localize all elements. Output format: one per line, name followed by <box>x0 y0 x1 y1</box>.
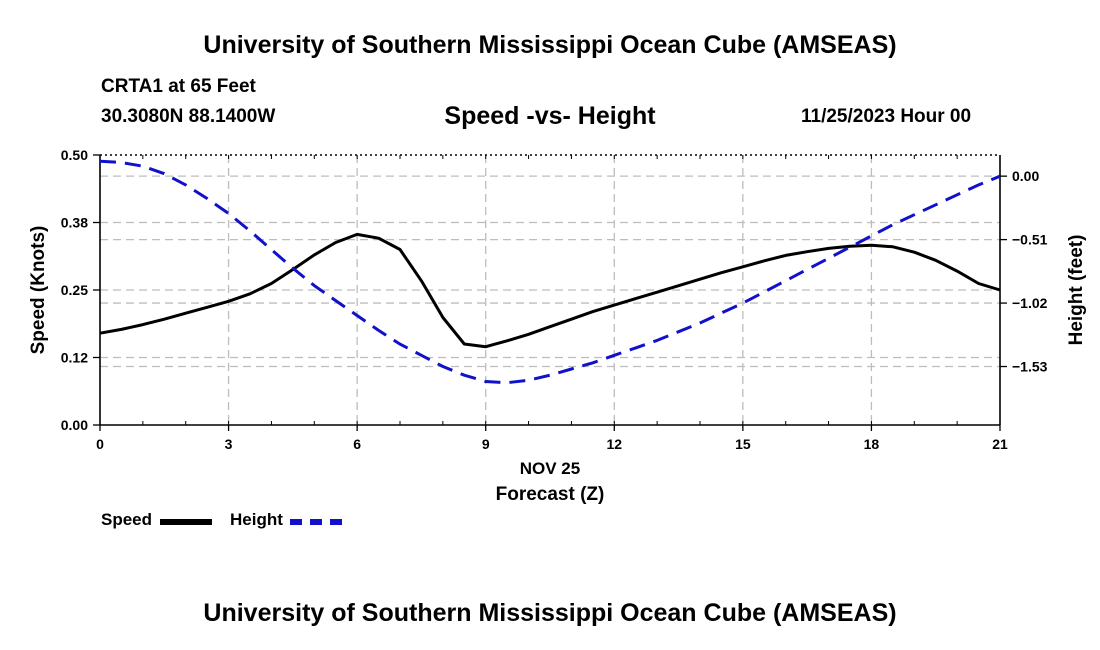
speed-series-line <box>99 232 1001 349</box>
axis-ticks: 0 3 6 9 12 15 18 21 0.00 0.12 0.25 0.38 0.50 0.00 −0.5… <box>61 147 1048 452</box>
y-tick-label: 0.50 <box>61 147 88 163</box>
chart-title: Speed -vs- Height <box>444 102 656 130</box>
main-title: University of Southern Mississippi Ocean… <box>203 31 897 59</box>
forecast-datetime: 11/25/2023 Hour 00 <box>801 106 972 127</box>
x-tick-label: 6 <box>353 436 361 452</box>
chart-grid <box>100 155 1000 425</box>
x-tick-label: 0 <box>96 436 104 452</box>
footer-title: University of Southern Mississippi Ocean… <box>203 599 897 627</box>
y2-tick-label: −1.53 <box>1012 359 1048 375</box>
legend-height-swatch <box>290 519 342 525</box>
x-axis-date-label: NOV 25 <box>520 459 580 478</box>
x-tick-label: 9 <box>482 436 490 452</box>
y2-tick-label: 0.00 <box>1012 168 1039 184</box>
x-tick-label: 21 <box>992 436 1008 452</box>
station-label: CRTA1 at 65 Feet <box>101 76 256 97</box>
legend-height-label: Height <box>230 510 283 529</box>
y-tick-label: 0.25 <box>61 282 88 298</box>
series-layer <box>99 159 1001 385</box>
x-axis-label: Forecast (Z) <box>496 484 605 505</box>
y2-axis-label: Height (feet) <box>1066 235 1087 346</box>
legend-speed-swatch <box>160 519 212 525</box>
y2-tick-label: −1.02 <box>1012 295 1048 311</box>
y2-tick-label: −0.51 <box>1012 232 1048 248</box>
legend-speed-label: Speed <box>101 510 153 529</box>
x-tick-label: 12 <box>606 436 622 452</box>
x-tick-label: 15 <box>735 436 751 452</box>
y-tick-label: 0.00 <box>61 417 88 433</box>
y-axis-label: Speed (Knots) <box>28 226 49 355</box>
x-tick-label: 3 <box>225 436 233 452</box>
height-series-line <box>99 159 1001 385</box>
coordinates-label: 30.3080N 88.1400W <box>101 106 276 127</box>
x-tick-label: 18 <box>864 436 880 452</box>
y-tick-label: 0.38 <box>61 215 88 231</box>
y-tick-label: 0.12 <box>61 350 88 366</box>
